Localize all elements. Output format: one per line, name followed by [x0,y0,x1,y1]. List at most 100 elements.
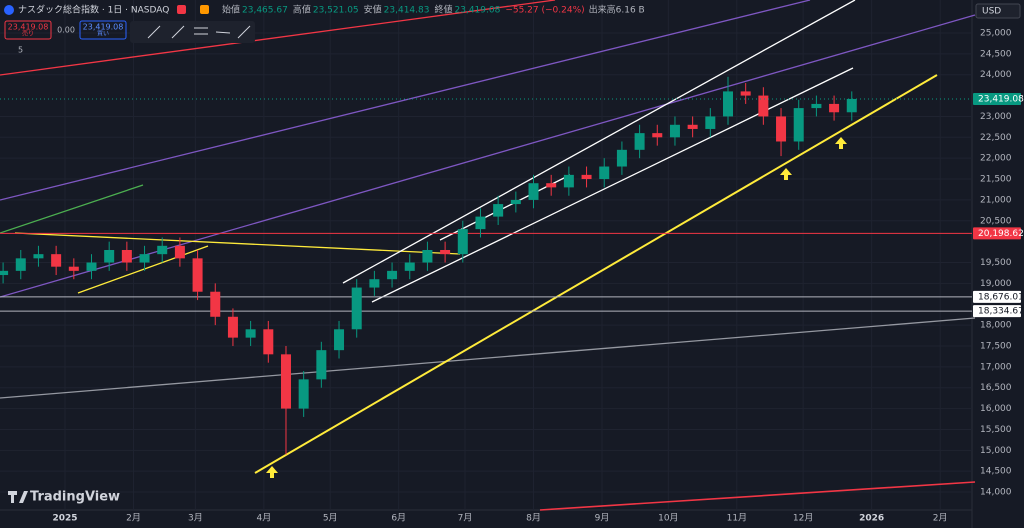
candle-body [652,133,663,138]
ohlc-label: 終値 [434,4,452,16]
y-tick-label: 15,500 [980,425,1012,435]
toolbar [130,21,255,43]
candle-body [528,183,539,200]
x-tick-label: 2026 [859,514,884,524]
y-tick-label: 21,500 [980,175,1012,185]
symbol: ナスダック総合指数 · 1日 · NASDAQ [18,4,169,16]
x-tick-label: 5月 [323,513,338,524]
price-label: 18,334.67 [978,307,1024,317]
candle-body [581,174,592,180]
candle-body [404,262,415,271]
candle-body [280,354,291,409]
y-tick-label: 25,000 [980,28,1012,38]
candle-body [493,204,504,217]
candle-body [758,95,769,117]
brand-logo [8,491,28,503]
icon [200,5,209,14]
trend-line [77,245,209,294]
candle-body [634,133,645,150]
y-tick-label: 24,500 [980,49,1012,59]
trend-line [342,0,856,284]
candle-body [351,287,362,330]
candle-body [422,249,433,263]
arrow [835,137,847,149]
sell-label[interactable]: 売り [22,30,34,38]
last-price-box [973,92,1021,105]
candle-body [334,329,345,351]
x-tick-label: 11月 [727,513,747,524]
candle-body [104,249,115,263]
y-tick-label: 19,500 [980,258,1012,268]
y-tick-label: 22,500 [980,133,1012,143]
arrows [266,137,847,478]
x-tick-label: 7月 [458,513,473,524]
indicator-count[interactable]: 5 [18,46,23,55]
candle-body [616,149,627,167]
trend-line [0,0,811,201]
candle-body [51,254,62,267]
x-tick-label: 10月 [658,513,678,524]
y-tick-label: 22,000 [980,154,1012,164]
x-tick-label: 4月 [257,513,272,524]
grid [0,0,972,510]
y-tick-label: 17,500 [980,341,1012,351]
candle-body [599,166,610,180]
x-tick-label: 2月 [126,513,141,524]
price-label-box [973,305,1021,318]
x-tick-label: 12月 [793,513,813,524]
candle-body [68,266,79,271]
brand: TradingView [30,490,120,505]
buy-price[interactable]: 23,419.08 [83,23,124,32]
arrow [266,466,278,478]
candle-body [669,124,680,138]
candle-body [139,254,150,263]
y-tick-label: 23,000 [980,112,1012,122]
last-price-label: 23,419.08 [978,94,1024,104]
header: ナスダック総合指数 · 1日 · NASDAQ 始値 23,465.67 高値 23,… [4,3,1021,505]
icon [177,5,186,14]
candle-body [510,199,521,205]
candle-body [705,116,716,129]
x-tick-label: 3月 [188,513,203,524]
trend-line [0,184,144,234]
y-tick-label: 17,000 [980,362,1012,372]
candle-body [563,174,574,188]
candle-body [829,103,840,113]
sell-button[interactable] [4,20,52,40]
ohlc-value: 23,419.08 [455,6,501,16]
plot [0,76,972,455]
candle-body [263,329,274,355]
buy-button[interactable] [79,20,127,40]
currency-box[interactable] [975,3,1021,19]
candle-body [192,258,203,292]
tool[interactable] [215,31,231,34]
candle-body [687,124,698,129]
ohlc-label: 安値 [364,4,382,16]
spread: 0.00 [57,26,75,35]
price-label-box [973,290,1021,303]
x-tick-label: 8月 [526,513,541,524]
tool[interactable] [237,25,251,39]
candle-body [316,350,327,380]
symbol-icon [4,5,14,15]
tool[interactable] [147,25,161,39]
tool[interactable] [171,25,185,39]
y-tick-label: 16,500 [980,383,1012,393]
y-tick-label: 19,000 [980,279,1012,289]
candle-body [369,279,380,288]
currency[interactable]: USD [982,7,1001,17]
candle-body [15,258,26,271]
trend-line [371,67,854,303]
y-tick-label: 18,000 [980,321,1012,331]
candle-body [210,291,221,317]
candle-body [811,103,822,109]
sell-price[interactable]: 23,419.08 [8,23,49,32]
arrow [780,168,792,180]
trend-line [539,481,976,511]
y-tick-label: 15,000 [980,446,1012,456]
buy-label[interactable]: 買い [97,31,109,38]
price-label: 20,198.62 [978,229,1024,239]
x-tick-label: 2月 [933,513,948,524]
